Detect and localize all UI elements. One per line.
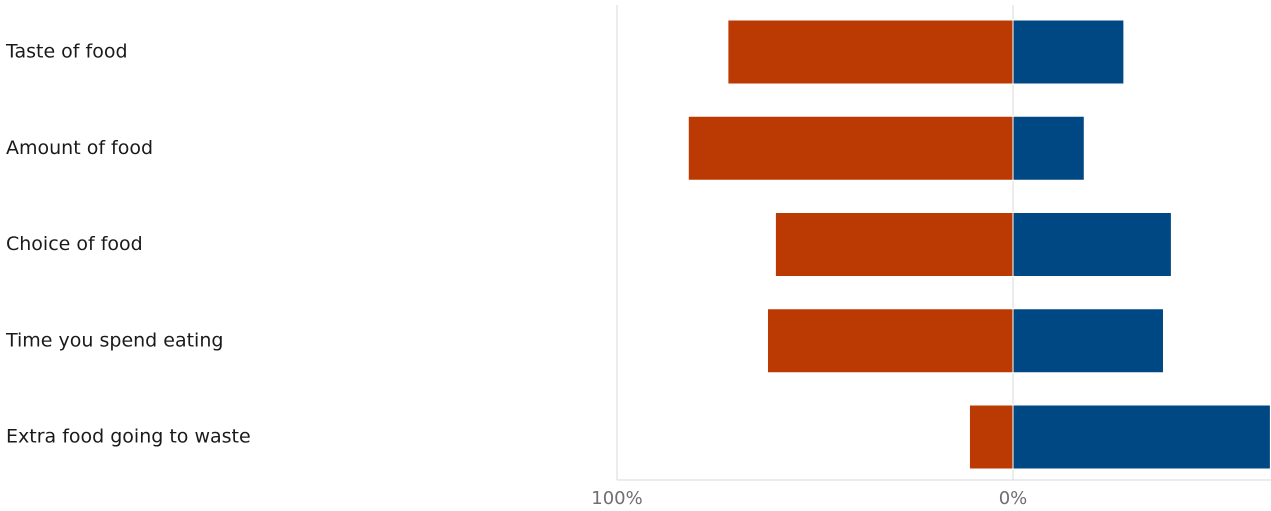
bar-negative-3 <box>766 308 1014 374</box>
category-label-1: Amount of food <box>6 137 153 159</box>
x-tick-label-0: 100% <box>591 488 642 509</box>
category-label-4: Extra food going to waste <box>6 426 251 448</box>
bars <box>687 19 1271 470</box>
bar-positive-0 <box>1012 19 1125 85</box>
category-label-0: Taste of food <box>5 41 128 63</box>
x-tick-labels: 100% 0% <box>591 488 1027 509</box>
bar-positive-2 <box>1012 212 1172 277</box>
bar-positive-1 <box>1012 115 1085 181</box>
category-labels: Taste of food Amount of food Choice of foo… <box>5 41 251 448</box>
category-label-2: Choice of food <box>6 233 143 255</box>
category-label-3: Time you spend eating <box>5 329 223 351</box>
bar-negative-1 <box>687 115 1014 181</box>
bar-positive-3 <box>1012 308 1164 374</box>
bar-negative-2 <box>774 212 1014 277</box>
bar-negative-0 <box>727 19 1014 85</box>
bar-negative-4 <box>968 404 1014 470</box>
bar-positive-4 <box>1012 404 1271 470</box>
x-tick-label-1: 0% <box>999 488 1028 509</box>
